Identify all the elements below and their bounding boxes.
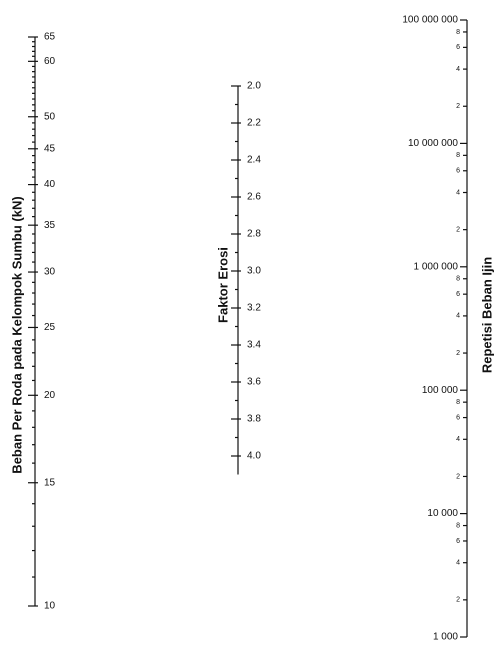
tick-label: 4 bbox=[456, 436, 460, 443]
tick-label: 8 bbox=[456, 29, 460, 36]
tick-label: 10 bbox=[44, 601, 56, 612]
tick-label: 1 000 bbox=[433, 632, 458, 643]
tick-label: 8 bbox=[456, 522, 460, 529]
tick-label: 15 bbox=[44, 477, 56, 488]
tick-label: 2 bbox=[456, 350, 460, 357]
tick-label: 6 bbox=[456, 414, 460, 421]
tick-label: 40 bbox=[44, 179, 56, 190]
tick-label: 100 000 000 bbox=[402, 15, 458, 26]
tick-label: 2 bbox=[456, 597, 460, 604]
tick-label: 8 bbox=[456, 276, 460, 283]
tick-label: 35 bbox=[44, 220, 56, 231]
tick-label: 8 bbox=[456, 399, 460, 406]
tick-label: 10 000 000 bbox=[408, 138, 458, 149]
tick-label: 8 bbox=[456, 152, 460, 159]
scale-title: Faktor Erosi bbox=[215, 247, 230, 323]
tick-label: 50 bbox=[44, 111, 56, 122]
tick-label: 6 bbox=[456, 168, 460, 175]
tick-label: 6 bbox=[456, 291, 460, 298]
tick-label: 3.4 bbox=[247, 340, 261, 351]
tick-label: 3.0 bbox=[247, 266, 261, 277]
tick-label: 10 000 bbox=[427, 508, 458, 519]
tick-label: 20 bbox=[44, 390, 56, 401]
tick-label: 60 bbox=[44, 56, 56, 67]
tick-label: 1 000 000 bbox=[414, 261, 459, 272]
tick-label: 4 bbox=[456, 189, 460, 196]
tick-label: 25 bbox=[44, 322, 56, 333]
tick-label: 45 bbox=[44, 143, 56, 154]
tick-label: 4.0 bbox=[247, 451, 261, 462]
tick-label: 2.6 bbox=[247, 192, 261, 203]
tick-label: 2.4 bbox=[247, 155, 261, 166]
tick-label: 2 bbox=[456, 103, 460, 110]
tick-label: 4 bbox=[456, 313, 460, 320]
tick-label: 2.0 bbox=[247, 81, 261, 92]
tick-label: 2.2 bbox=[247, 118, 261, 129]
tick-label: 4 bbox=[456, 560, 460, 567]
tick-label: 3.8 bbox=[247, 414, 261, 425]
tick-label: 2 bbox=[456, 473, 460, 480]
tick-label: 3.6 bbox=[247, 377, 261, 388]
tick-label: 4 bbox=[456, 66, 460, 73]
tick-label: 30 bbox=[44, 267, 56, 278]
scale-title: Beban Per Roda pada Kelompok Sumbu (kN) bbox=[9, 196, 24, 473]
tick-label: 3.2 bbox=[247, 303, 261, 314]
tick-label: 2 bbox=[456, 226, 460, 233]
tick-label: 6 bbox=[456, 538, 460, 545]
tick-label: 6 bbox=[456, 44, 460, 51]
tick-label: 100 000 bbox=[422, 385, 459, 396]
tick-label: 65 bbox=[44, 32, 56, 43]
tick-label: 2.8 bbox=[247, 229, 261, 240]
scale-title: Repetisi Beban Ijin bbox=[479, 257, 494, 373]
